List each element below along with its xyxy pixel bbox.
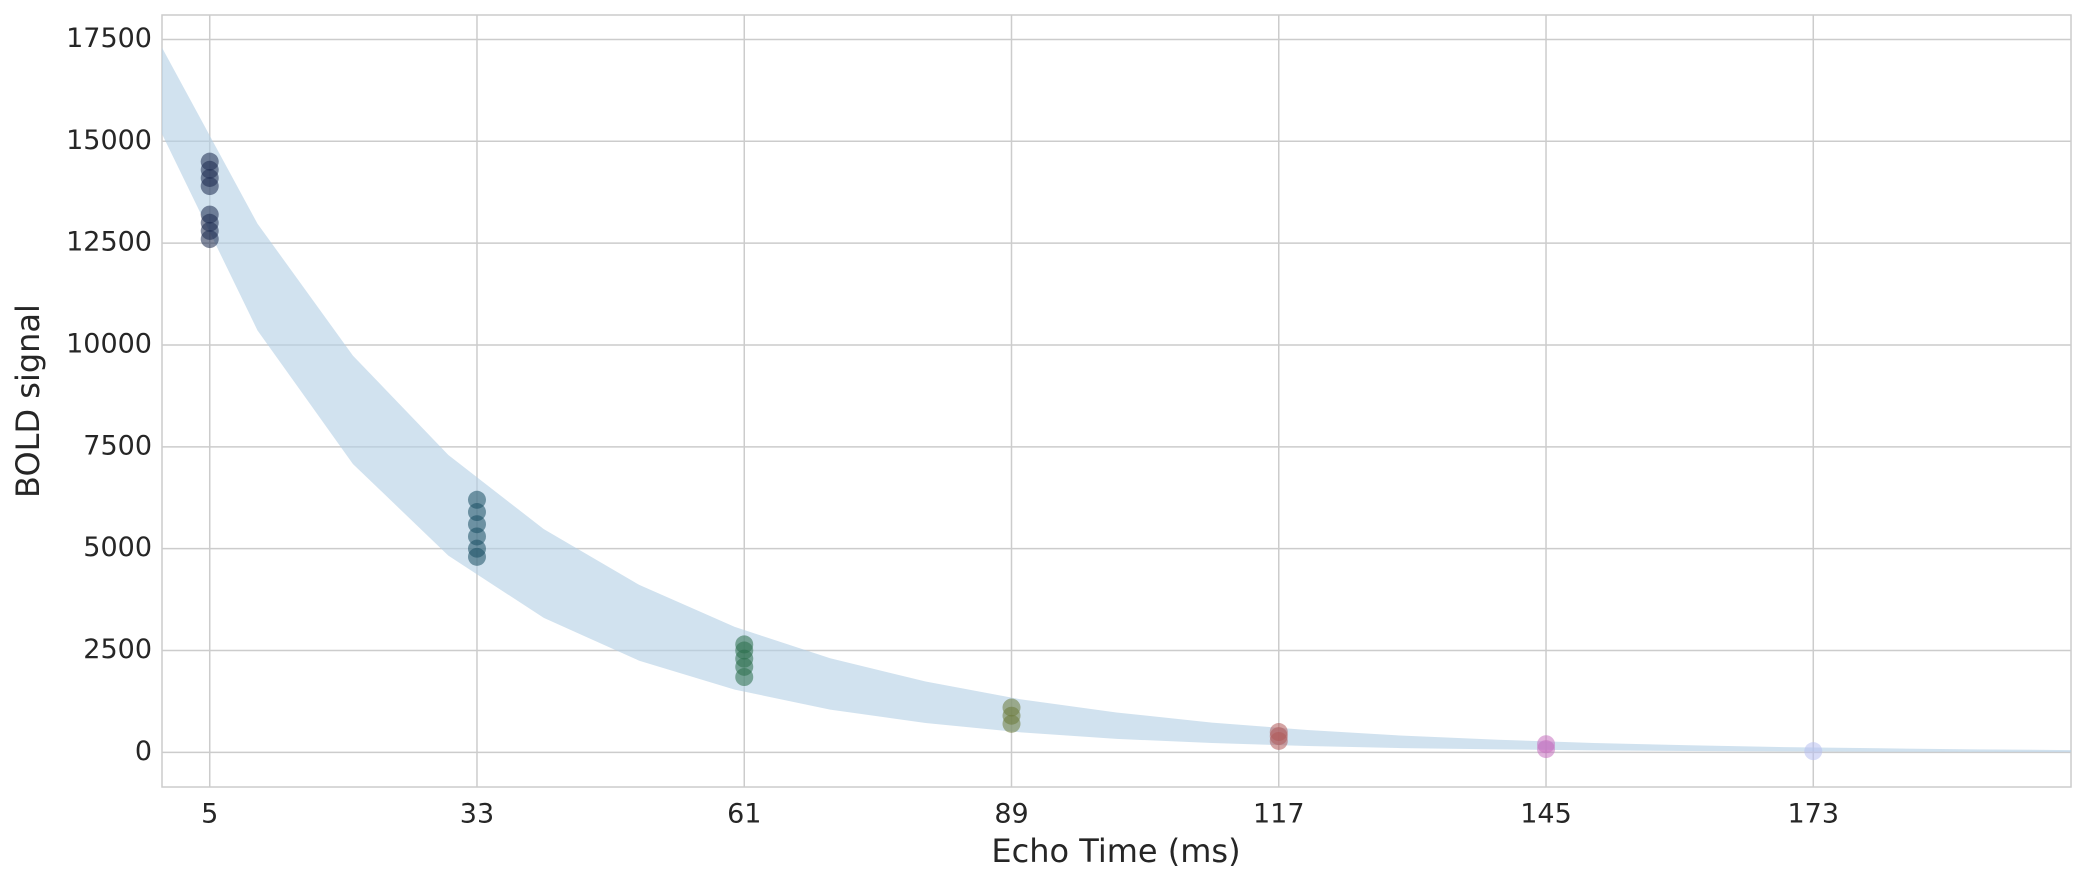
data-point	[1002, 698, 1021, 717]
x-tick-label: 173	[1788, 799, 1840, 830]
data-point	[467, 490, 486, 509]
x-tick-label: 117	[1253, 799, 1305, 830]
x-tick-label: 145	[1520, 799, 1572, 830]
data-point	[1804, 742, 1823, 761]
x-axis-label: Echo Time (ms)	[991, 832, 1240, 870]
data-point	[735, 635, 754, 654]
y-tick-label: 5000	[83, 532, 152, 563]
y-tick-label: 10000	[66, 328, 152, 359]
y-tick-label: 15000	[66, 125, 152, 156]
plot-frame	[161, 14, 2072, 788]
data-point	[1537, 735, 1556, 754]
x-tick-label: 89	[994, 799, 1028, 830]
y-tick-label: 7500	[83, 430, 152, 461]
x-tick-label: 33	[460, 799, 494, 830]
y-axis-label: BOLD signal	[9, 304, 47, 498]
y-tick-label: 2500	[83, 634, 152, 665]
x-tick-label: 5	[201, 799, 218, 830]
data-point	[200, 152, 219, 171]
y-tick-label: 17500	[66, 23, 152, 54]
x-tick-label: 61	[727, 799, 761, 830]
data-point	[200, 205, 219, 224]
data-point	[1269, 723, 1288, 742]
y-tick-label: 12500	[66, 227, 152, 258]
y-tick-label: 0	[135, 736, 152, 767]
